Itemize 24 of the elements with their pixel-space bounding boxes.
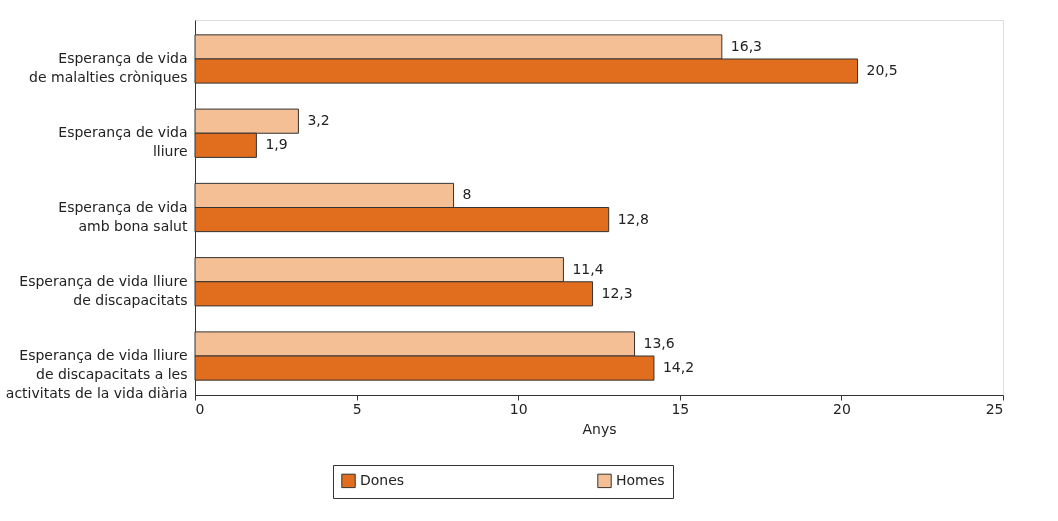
data-label: 20,5 [866, 62, 898, 79]
x-tick-label: 0 [195, 400, 205, 417]
data-label: 12,3 [601, 284, 633, 301]
x-axis-title: Anys [582, 420, 617, 437]
y-tick-label: Esperança de vida amb bona salut [58, 198, 188, 234]
data-label: 12,8 [617, 210, 649, 227]
x-tick-label: 20 [832, 400, 851, 417]
x-tick-label: 25 [985, 400, 1004, 417]
y-tick-label: Esperança de vida lliure [58, 124, 188, 160]
y-tick-label: Esperança de vida lliure de discapacitats a les activitats de la vida diària [5, 347, 188, 402]
data-label: 8 [462, 186, 472, 203]
data-label: 14,2 [662, 359, 695, 376]
data-label: 3,2 [307, 112, 330, 129]
data-label: 11,4 [572, 260, 604, 277]
x-tick-label: 5 [352, 400, 362, 417]
legend-label: Homes [616, 471, 665, 488]
data-label: 13,6 [643, 334, 675, 351]
y-tick-label: Esperança de vida de malalties cròniques [29, 49, 188, 85]
x-tick-label: 15 [671, 400, 690, 417]
data-label: 1,9 [265, 136, 288, 153]
data-label: 16,3 [730, 37, 762, 54]
y-tick-label: Esperança de vida lliure de discapacitats [19, 272, 188, 308]
legend-label: Dones [360, 471, 405, 488]
x-tick-label: 10 [509, 400, 528, 417]
